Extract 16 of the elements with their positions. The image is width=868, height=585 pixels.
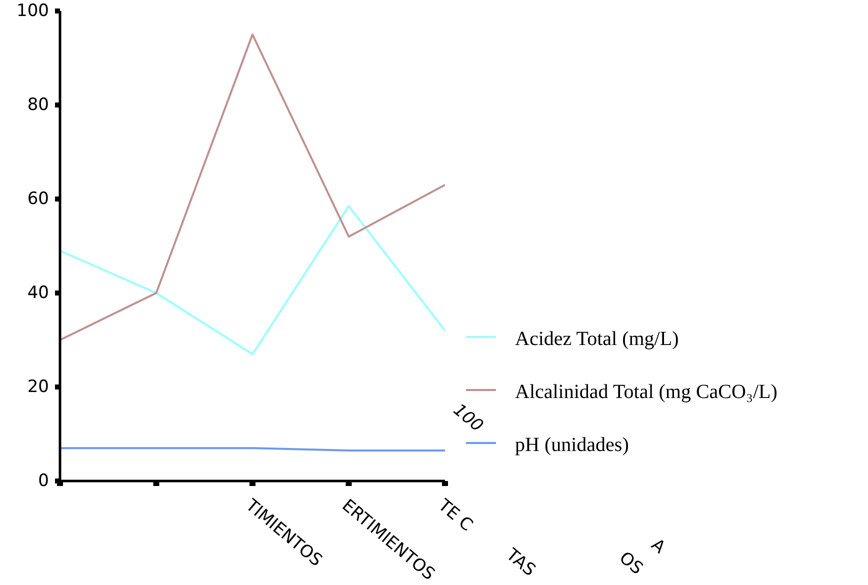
text: OS — [615, 548, 647, 579]
y-tick-label: 100 — [16, 1, 49, 21]
y-tick-label: 0 — [38, 471, 49, 491]
text: 100 — [449, 400, 487, 436]
line-series — [60, 205, 445, 356]
line-series — [60, 34, 445, 341]
y-tick-label: 80 — [27, 95, 49, 115]
y-tick-label: 20 — [27, 377, 49, 397]
legend-label: Alcalinidad Total (mg CaCO₃/L) — [515, 381, 778, 404]
y-tick-label: 40 — [27, 283, 49, 303]
text: TAS — [502, 545, 540, 581]
y-tick-label: 60 — [27, 189, 49, 209]
legend-label: pH (unidades) — [515, 434, 629, 457]
x-tick-label: TE C — [433, 494, 476, 536]
legend-label: Acidez Total (mg/L) — [515, 328, 679, 351]
text: A — [647, 535, 669, 558]
